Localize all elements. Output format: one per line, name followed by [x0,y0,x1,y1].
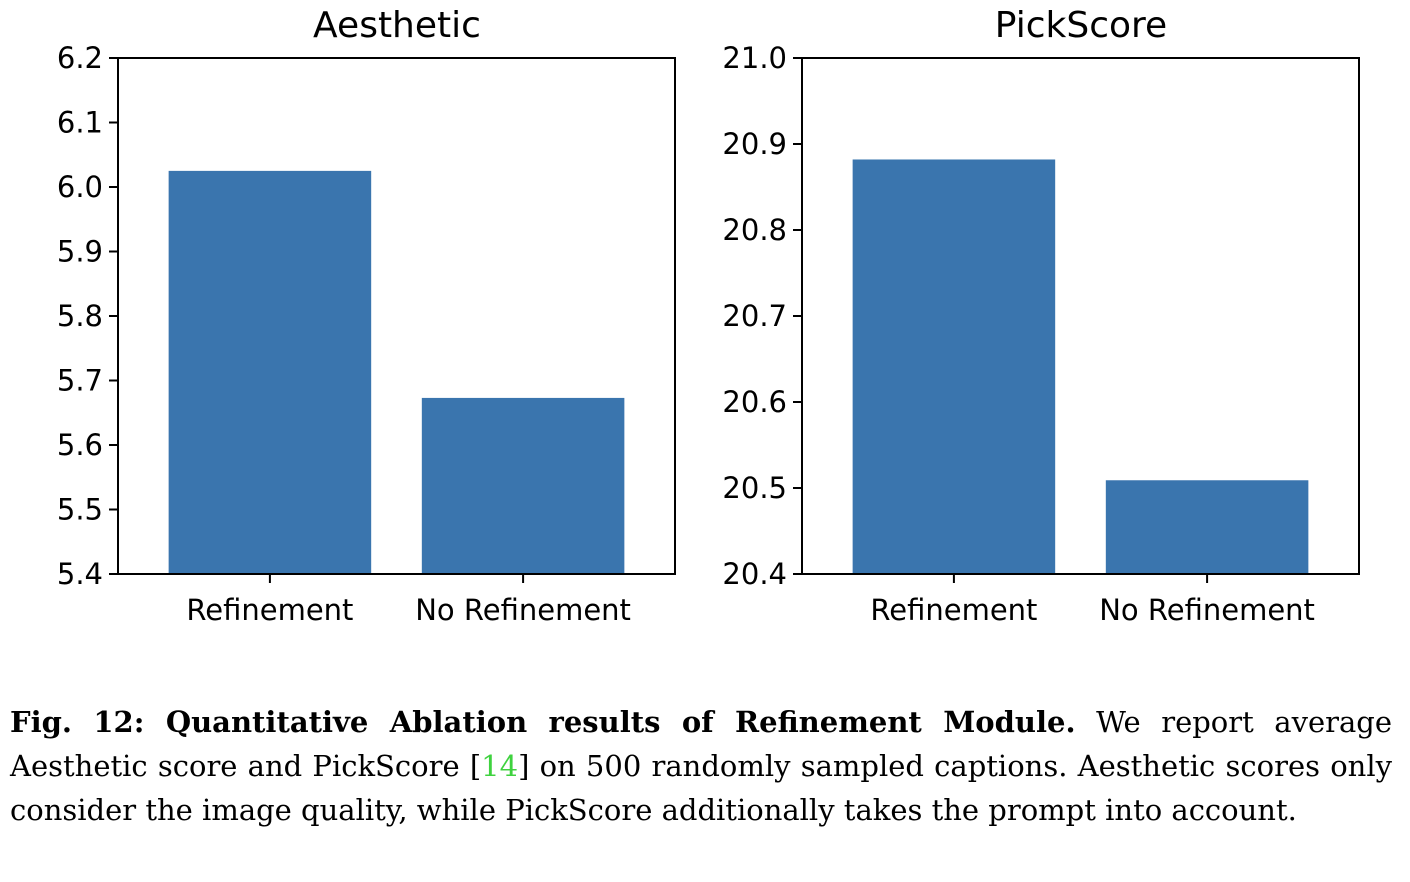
bar-no-refinement [1105,480,1309,574]
chart-title: PickScore [995,5,1167,46]
aesthetic-chart: Aesthetic Refinement No Refinement 5.4 5.5 5.… [57,5,676,627]
citation-link[interactable]: 14 [481,749,519,783]
y-tick-label: 5.5 [57,493,103,527]
caption-lead: Fig. 12: Quantitative Ablation results o… [10,705,1076,739]
y-tick-label: 20.7 [722,299,787,333]
chart-title: Aesthetic [313,5,481,46]
bar-refinement [852,159,1056,575]
y-tick-label: 20.5 [722,471,787,505]
figure-charts: Aesthetic Refinement No Refinement 5.4 5.5 5.… [57,5,1360,627]
bar-refinement [168,170,372,574]
x-tick-label: No Refinement [415,593,631,627]
y-tick-label: 20.8 [722,213,787,247]
bar-no-refinement [421,397,625,574]
y-tick-label: 6.0 [57,170,103,204]
x-tick-label: Refinement [870,593,1037,627]
plot-frame [117,57,676,575]
x-tick-label: Refinement [186,593,353,627]
y-tick-label: 20.4 [722,557,787,591]
y-tick-label: 5.6 [57,428,103,462]
y-tick-label: 6.1 [57,106,103,140]
caption-text-1: We report average Aesthetic score and Pi… [10,705,1392,783]
y-tick-label: 5.9 [57,235,103,269]
plot-frame [801,57,1360,575]
y-tick-label: 20.6 [722,385,787,419]
pickscore-chart: PickScore Refinement No Refinement 20.4 20.5… [722,5,1360,627]
y-tick-label: 6.2 [57,41,103,75]
caption-text-2: ] on 500 randomly sampled captions. Aest… [10,749,1393,827]
y-tick-label: 5.8 [57,299,103,333]
y-tick-label: 20.9 [722,127,787,161]
y-tick-label: 21.0 [722,41,787,75]
y-tick-label: 5.7 [57,364,103,398]
figure-caption: Fig. 12: Quantitative Ablation results o… [10,700,1392,832]
y-tick-label: 5.4 [57,557,103,591]
x-tick-label: No Refinement [1099,593,1315,627]
